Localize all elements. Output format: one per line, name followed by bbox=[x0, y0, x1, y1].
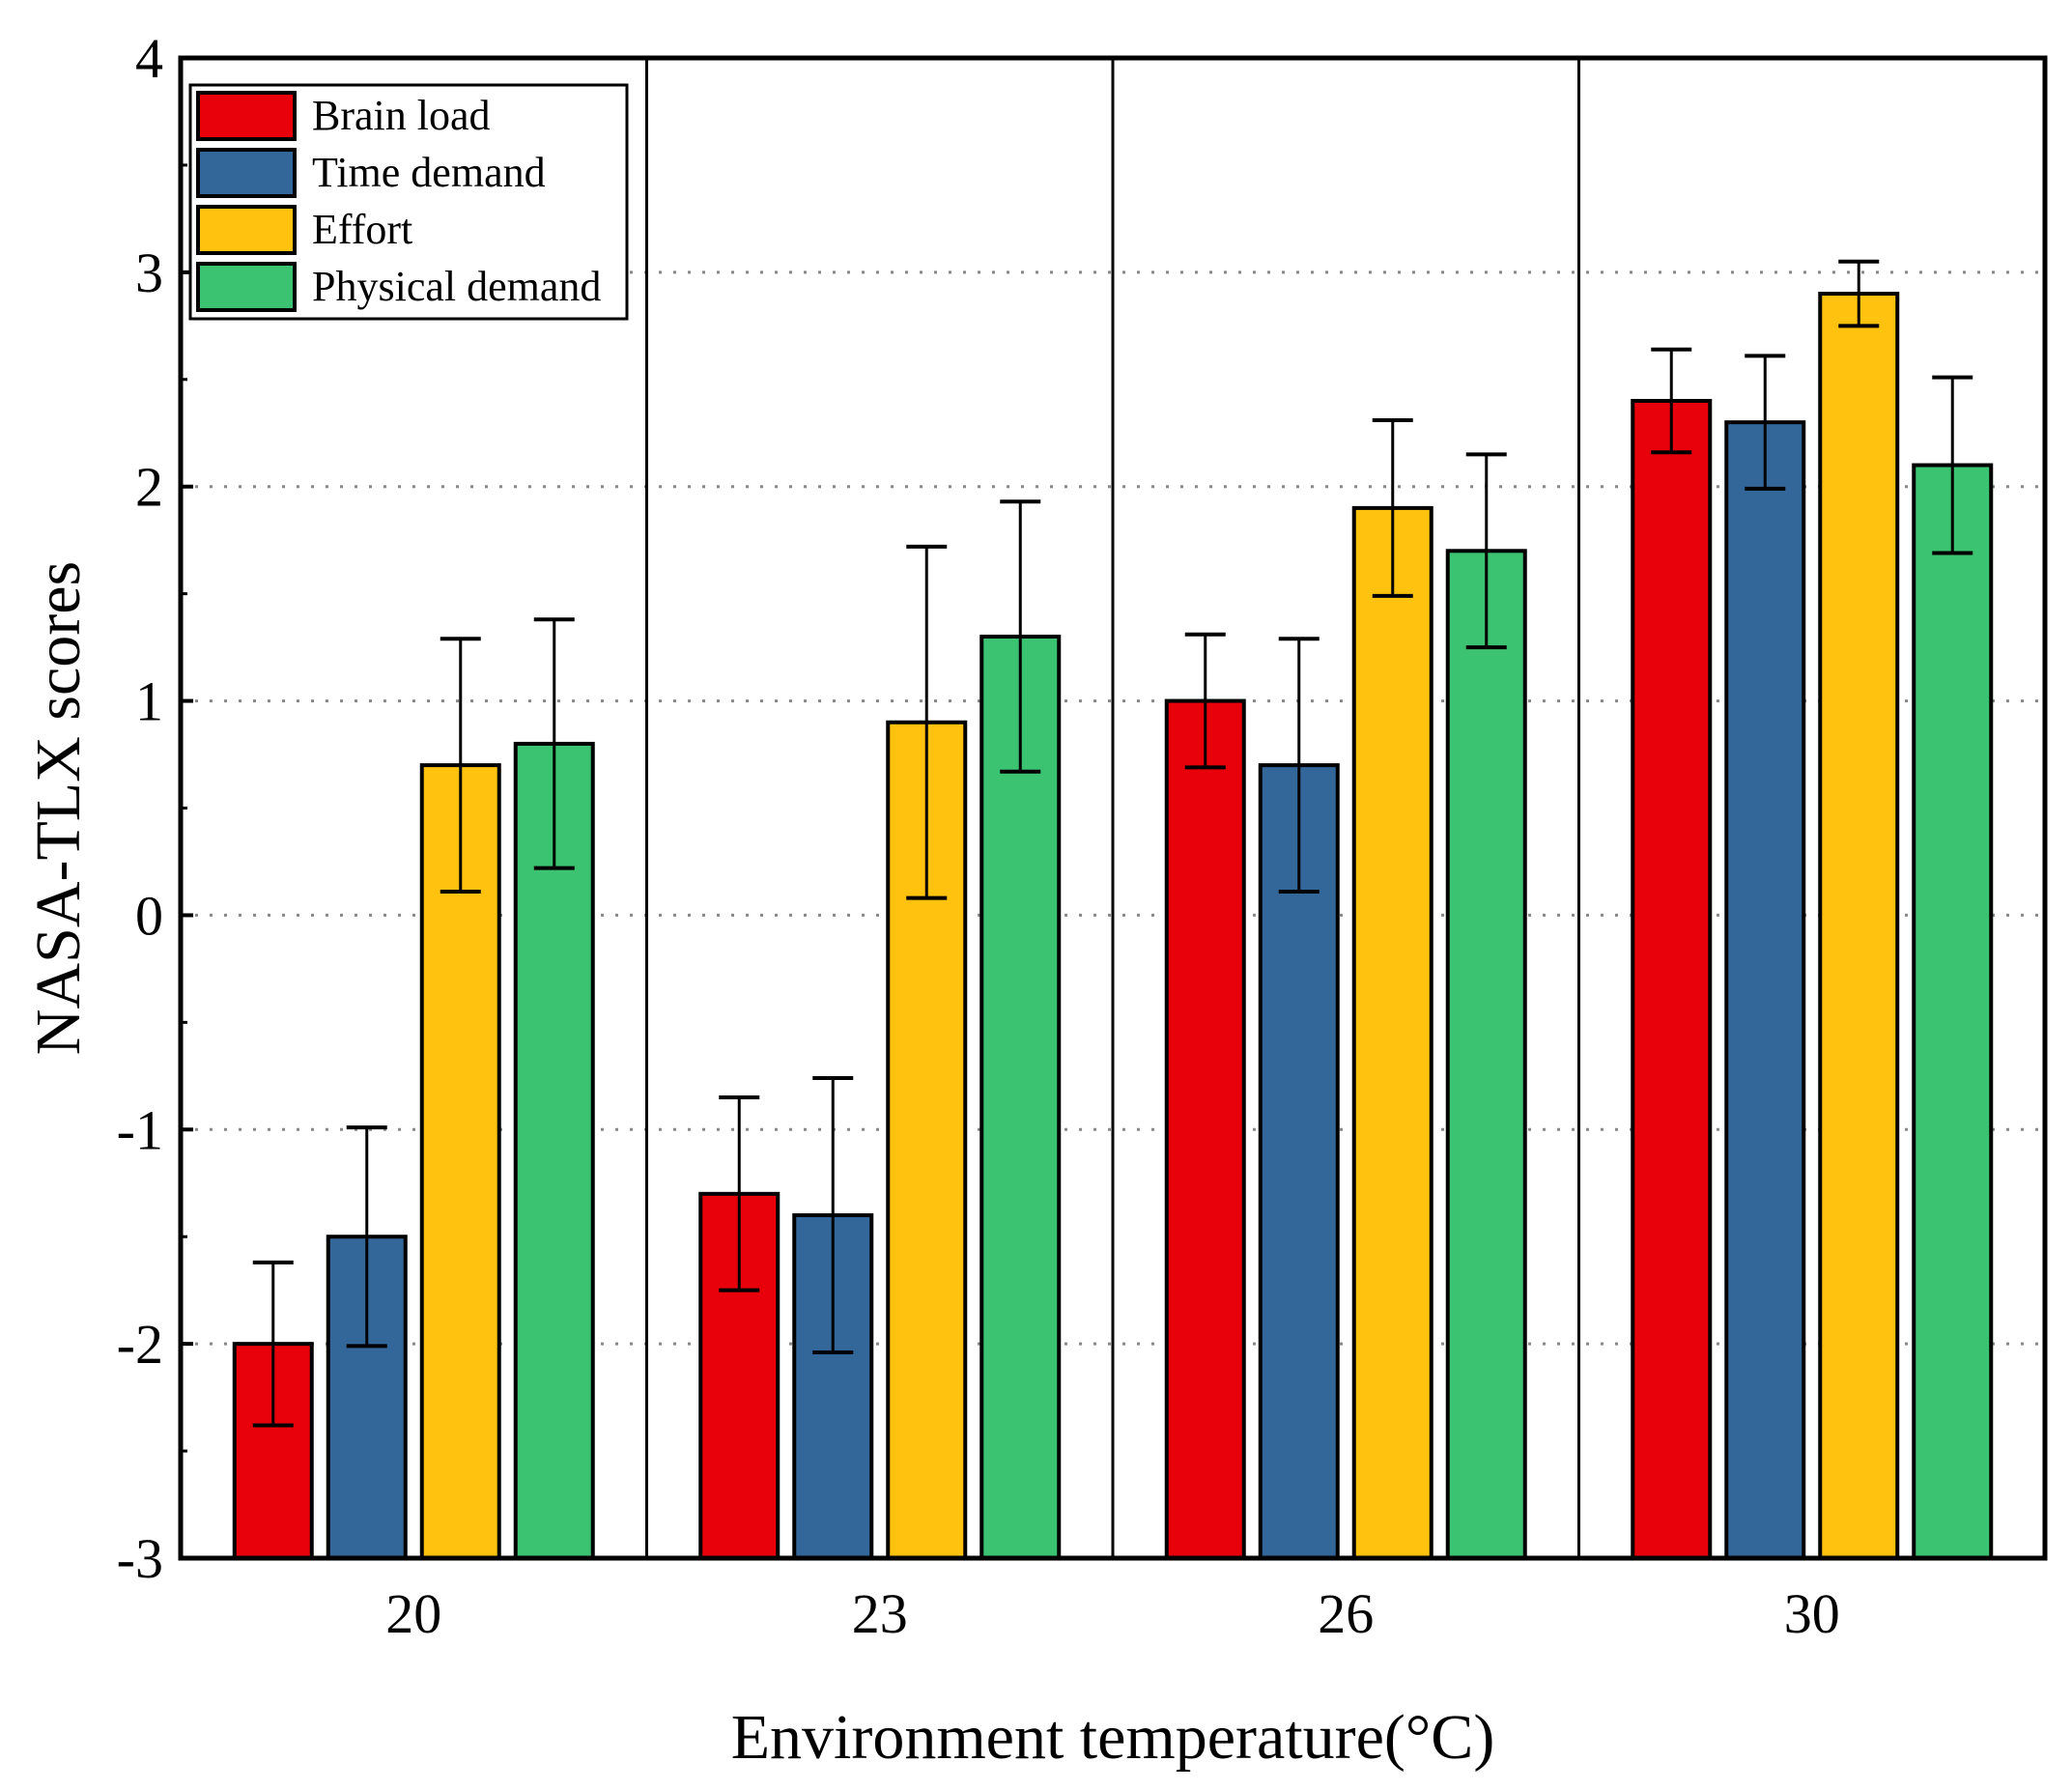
error-bars bbox=[252, 259, 1973, 1428]
bar bbox=[513, 741, 595, 1560]
bar bbox=[1445, 549, 1527, 1560]
y-tick-label: -1 bbox=[117, 1098, 163, 1161]
legend-swatch bbox=[196, 205, 297, 255]
bar bbox=[1724, 420, 1806, 1561]
y-tick-label: -2 bbox=[117, 1313, 163, 1376]
bar bbox=[1912, 463, 1994, 1560]
bar bbox=[419, 763, 501, 1560]
y-tick-label: 4 bbox=[135, 27, 163, 90]
legend-swatch bbox=[196, 91, 297, 141]
y-tick-label: 1 bbox=[135, 670, 163, 733]
y-axis-title: NASA-TLX scores bbox=[23, 561, 94, 1055]
bar bbox=[979, 635, 1062, 1560]
legend-label: Effort bbox=[312, 206, 412, 253]
y-tick-label: 0 bbox=[135, 884, 163, 947]
x-axis: 20 23 26 30 bbox=[385, 1582, 1840, 1645]
legend-swatch bbox=[196, 262, 297, 312]
x-tick-label: 30 bbox=[1784, 1582, 1840, 1645]
y-axis: -3 -2 -1 0 1 2 3 4 bbox=[117, 27, 193, 1590]
legend-label: Brain load bbox=[312, 92, 491, 139]
y-tick-label: 3 bbox=[135, 242, 163, 304]
bars bbox=[232, 292, 1994, 1561]
x-tick-label: 26 bbox=[1318, 1582, 1374, 1645]
legend-swatch bbox=[196, 148, 297, 198]
bar bbox=[1351, 505, 1433, 1560]
y-tick-label: -3 bbox=[117, 1527, 163, 1590]
x-tick-label: 23 bbox=[852, 1582, 908, 1645]
y-tick-label: 2 bbox=[135, 456, 163, 519]
legend-label: Time demand bbox=[312, 149, 546, 196]
bar bbox=[1631, 398, 1713, 1560]
bar bbox=[1164, 698, 1246, 1560]
x-axis-title: Environment temperature(°C) bbox=[731, 1702, 1495, 1773]
x-tick-label: 20 bbox=[385, 1582, 441, 1645]
category-separators bbox=[645, 58, 1580, 1558]
legend-label: Physical demand bbox=[312, 263, 601, 310]
legend: Brain load Time demand Effort Physical dema… bbox=[188, 83, 629, 321]
bar bbox=[1258, 763, 1340, 1560]
bar bbox=[1818, 292, 1900, 1560]
